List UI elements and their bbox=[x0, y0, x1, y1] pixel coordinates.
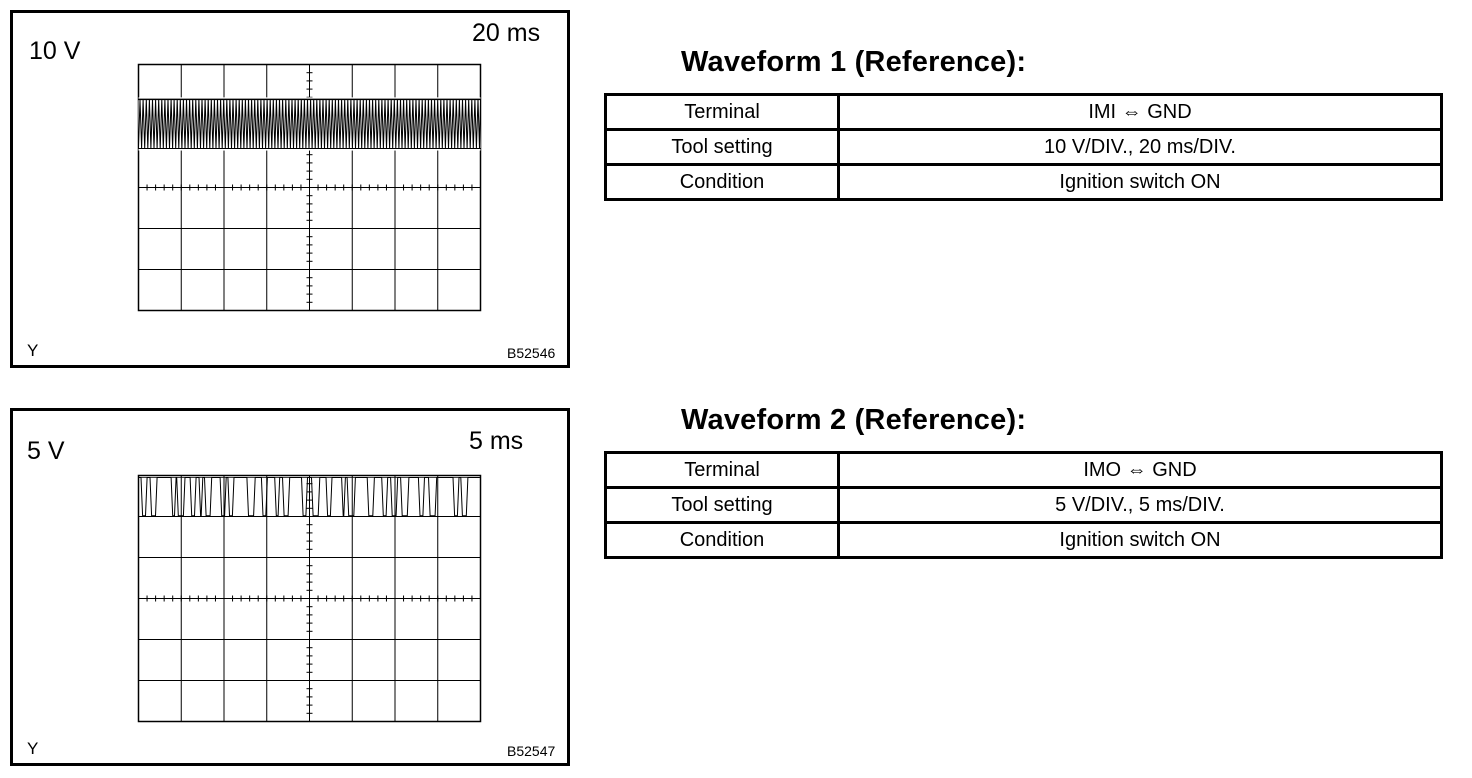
table-row: Terminal IMI ⇔ GND bbox=[604, 93, 1443, 131]
row-key: Tool setting bbox=[604, 128, 840, 166]
row-key: Condition bbox=[604, 163, 840, 201]
time-scale-label: 20 ms bbox=[472, 19, 541, 47]
voltage-scale-label: 5 V bbox=[27, 437, 65, 465]
waveform-trace bbox=[138, 99, 481, 149]
table-row: Condition Ignition switch ON bbox=[604, 163, 1443, 201]
scope-grid-2 bbox=[137, 474, 482, 723]
row-key: Tool setting bbox=[604, 486, 840, 524]
table-row: Tool setting 5 V/DIV., 5 ms/DIV. bbox=[604, 486, 1443, 524]
waveform-1-spec-table: Terminal IMI ⇔ GND Tool setting 10 V/DIV… bbox=[604, 93, 1443, 201]
row-value: Ignition switch ON bbox=[837, 163, 1443, 201]
figure-id: B52547 bbox=[507, 743, 556, 759]
table-row: Tool setting 10 V/DIV., 20 ms/DIV. bbox=[604, 128, 1443, 166]
row-value: IMO ⇔ GND bbox=[837, 451, 1443, 489]
row-value: 5 V/DIV., 5 ms/DIV. bbox=[837, 486, 1443, 524]
table-row: Terminal IMO ⇔ GND bbox=[604, 451, 1443, 489]
oscilloscope-display-2: 5 V 5 ms Y B52547 bbox=[10, 408, 570, 766]
row-key: Terminal bbox=[604, 93, 840, 131]
row-value: 10 V/DIV., 20 ms/DIV. bbox=[837, 128, 1443, 166]
row-value: IMI ⇔ GND bbox=[837, 93, 1443, 131]
table-row: Condition Ignition switch ON bbox=[604, 521, 1443, 559]
figure-id: B52546 bbox=[507, 345, 556, 361]
waveform-2-title: Waveform 2 (Reference): bbox=[681, 404, 1027, 436]
channel-label: Y bbox=[27, 341, 39, 360]
channel-label: Y bbox=[27, 739, 39, 758]
row-key: Condition bbox=[604, 521, 840, 559]
row-key: Terminal bbox=[604, 451, 840, 489]
voltage-scale-label: 10 V bbox=[29, 37, 81, 65]
waveform-2-spec-table: Terminal IMO ⇔ GND Tool setting 5 V/DIV.… bbox=[604, 451, 1443, 559]
scope-grid-1 bbox=[137, 63, 482, 312]
waveform-1-title: Waveform 1 (Reference): bbox=[681, 46, 1027, 78]
oscilloscope-display-1: 10 V 20 ms Y B52546 bbox=[10, 10, 570, 368]
row-value: Ignition switch ON bbox=[837, 521, 1443, 559]
time-scale-label: 5 ms bbox=[469, 427, 524, 455]
